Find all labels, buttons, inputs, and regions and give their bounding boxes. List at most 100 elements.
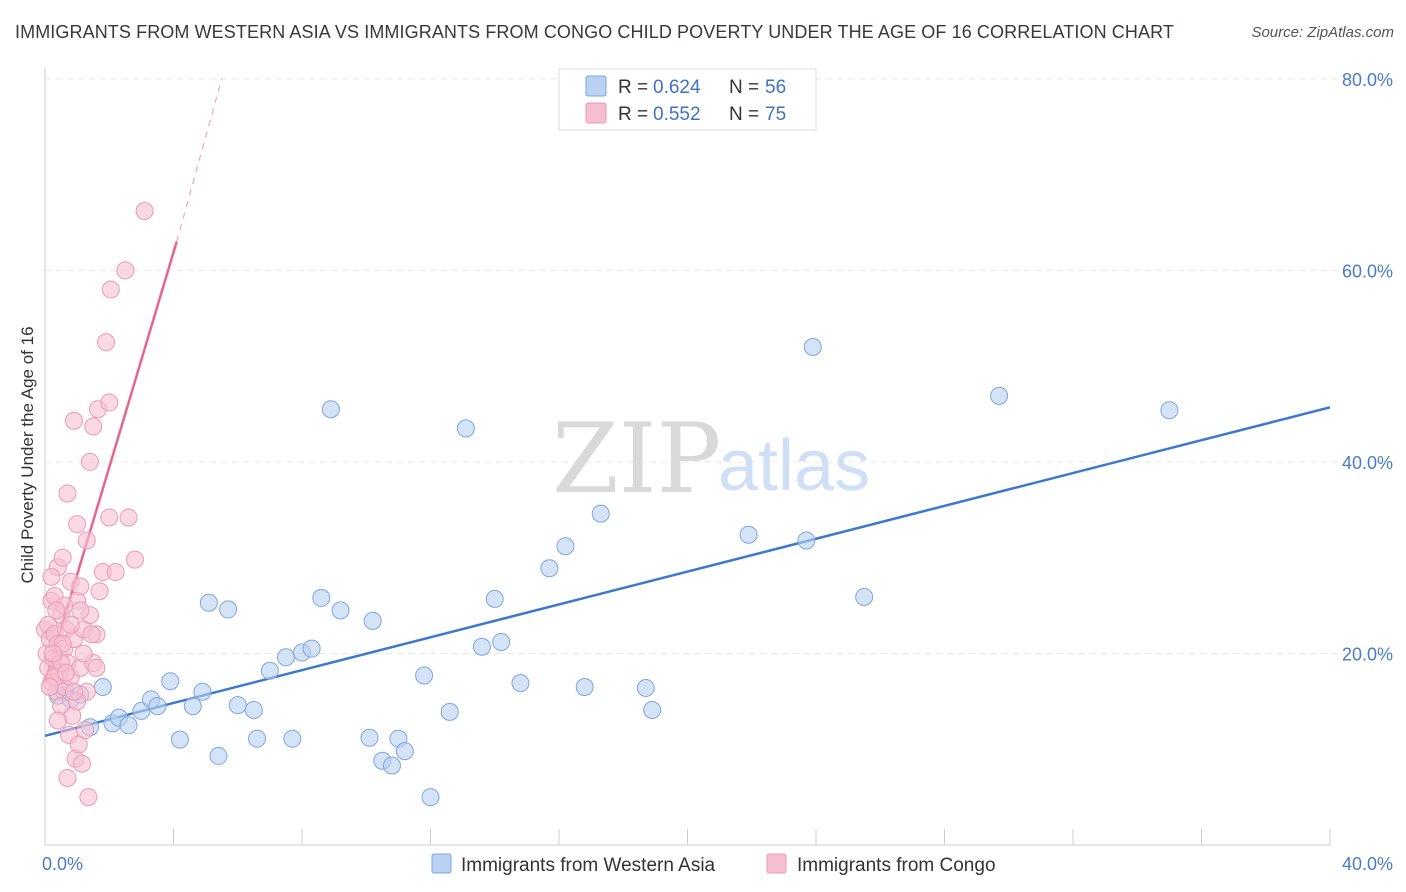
western-asia-point-28 [321, 400, 340, 419]
congo-point-37 [77, 531, 96, 550]
western-asia-point-27 [312, 588, 331, 607]
congo-point-67 [40, 677, 59, 696]
western-asia-point-18 [219, 600, 238, 619]
western-asia-point-47 [591, 504, 610, 523]
legend-r-label-1: R = [618, 77, 648, 98]
legend-r-value-1: 0.624 [653, 77, 701, 98]
congo-point-53 [116, 261, 135, 280]
western-asia-point-40 [472, 637, 491, 656]
western-asia-point-22 [260, 661, 279, 680]
congo-trend-extension [176, 78, 223, 242]
watermark: ZIP atlas [552, 403, 870, 515]
y-tick-label-60: 60.0% [1342, 261, 1393, 281]
correlation-legend: R = 0.624 N = 56 R = 0.552 N = 75 [558, 68, 817, 131]
x-tick-label-40: 40.0% [1342, 854, 1393, 874]
bottom-legend-swatch-blue [431, 853, 452, 874]
western-asia-point-46 [575, 677, 594, 696]
data-points [36, 202, 1179, 807]
western-asia-point-53 [855, 587, 874, 606]
congo-point-30 [68, 515, 87, 534]
x-tick-label-0: 0.0% [42, 854, 83, 874]
western-asia-point-41 [485, 589, 504, 608]
western-asia-trend-line [44, 406, 1331, 738]
western-asia-point-42 [492, 632, 511, 651]
congo-point-39 [79, 788, 98, 807]
western-asia-point-24 [283, 729, 302, 748]
congo-point-65 [58, 768, 77, 787]
western-asia-point-55 [1160, 401, 1179, 420]
congo-point-70 [71, 601, 90, 620]
congo-point-33 [71, 577, 90, 596]
congo-point-63 [74, 644, 93, 663]
western-asia-point-13 [170, 730, 189, 749]
chart-title: IMMIGRANTS FROM WESTERN ASIA VS IMMIGRAN… [15, 22, 1174, 42]
congo-point-73 [44, 644, 63, 663]
western-asia-point-15 [193, 682, 212, 701]
congo-point-74 [56, 663, 75, 682]
watermark-atlas: atlas [718, 426, 870, 506]
congo-point-52 [106, 563, 125, 582]
y-axis-title: Child Poverty Under the Age of 16 [18, 326, 37, 583]
congo-point-36 [76, 721, 95, 740]
y-tick-label-20: 20.0% [1342, 644, 1393, 664]
bottom-legend-label-2: Immigrants from Congo [797, 855, 996, 876]
western-asia-point-16 [199, 593, 218, 612]
western-asia-point-39 [456, 419, 475, 438]
western-asia-point-5 [93, 677, 112, 696]
western-asia-point-19 [228, 696, 247, 715]
congo-point-72 [82, 625, 101, 644]
series-legend: Immigrants from Western Asia Immigrants … [431, 853, 996, 876]
congo-point-51 [101, 280, 120, 299]
bottom-legend-label-1: Immigrants from Western Asia [461, 855, 716, 876]
western-asia-point-8 [119, 716, 138, 735]
watermark-zip: ZIP [552, 403, 721, 515]
western-asia-point-30 [360, 728, 379, 747]
congo-point-46 [90, 582, 109, 601]
western-asia-point-52 [803, 338, 822, 356]
congo-point-57 [42, 567, 61, 586]
congo-point-21 [58, 484, 77, 503]
congo-point-49 [100, 393, 119, 412]
western-asia-point-49 [643, 700, 662, 719]
western-asia-point-43 [511, 674, 530, 693]
congo-point-56 [135, 202, 154, 221]
congo-point-66 [87, 658, 106, 677]
western-asia-point-48 [636, 678, 655, 697]
western-asia-point-51 [797, 531, 816, 550]
western-asia-point-36 [415, 666, 434, 685]
congo-point-55 [125, 550, 144, 569]
congo-point-48 [97, 333, 116, 352]
western-asia-point-14 [183, 697, 202, 716]
legend-r-value-2: 0.552 [653, 104, 701, 125]
congo-point-62 [64, 682, 83, 701]
western-asia-point-31 [363, 611, 382, 630]
western-asia-point-38 [440, 702, 459, 721]
legend-swatch-pink [585, 102, 607, 124]
legend-n-value-2: 75 [765, 104, 786, 125]
western-asia-point-33 [382, 756, 401, 775]
western-asia-point-12 [161, 672, 180, 691]
y-tick-label-40: 40.0% [1342, 453, 1393, 473]
legend-n-label-1: N = [729, 77, 759, 98]
western-asia-point-37 [421, 788, 440, 807]
legend-swatch-blue [585, 75, 607, 97]
western-asia-point-21 [248, 729, 267, 748]
legend-n-value-1: 56 [765, 77, 786, 98]
congo-point-43 [84, 417, 103, 436]
western-asia-point-54 [990, 386, 1009, 405]
western-asia-point-11 [148, 697, 167, 716]
western-asia-point-26 [302, 639, 321, 658]
legend-n-label-2: N = [729, 104, 759, 125]
western-asia-point-29 [331, 601, 350, 620]
western-asia-point-17 [209, 746, 228, 765]
western-asia-point-35 [395, 742, 414, 761]
bottom-legend-swatch-pink [766, 853, 787, 874]
legend-r-label-2: R = [618, 104, 648, 125]
congo-point-34 [72, 754, 91, 773]
western-asia-point-45 [556, 537, 575, 556]
congo-point-54 [119, 508, 138, 527]
chart-source: Source: ZipAtlas.com [1251, 24, 1394, 41]
gridlines [45, 78, 1392, 654]
tick-labels: 20.0% 40.0% 60.0% 80.0% 0.0% 40.0% [42, 70, 1393, 874]
western-asia-point-20 [244, 700, 263, 719]
